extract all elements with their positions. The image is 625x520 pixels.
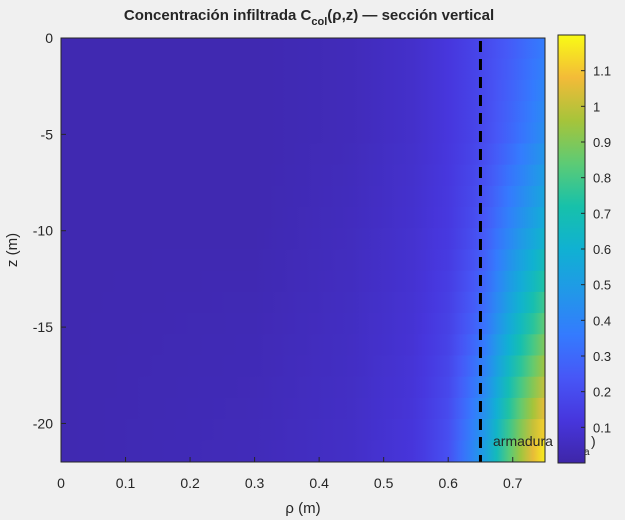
heatmap-band [61,334,545,357]
x-tick-label: 0.2 [180,475,200,491]
plot-frame [60,37,546,463]
colorbar-tick-label: 0.3 [593,349,611,364]
y-axis: 0 -5 -10 -15 -20 [33,30,66,431]
heatmap-band [61,79,545,103]
heatmap-band [61,122,545,145]
colorbar [558,35,585,463]
colorbar-tick-label: 0.6 [593,242,611,257]
heatmap-band [61,440,545,462]
x-tick-label: 0.3 [245,475,265,491]
heatmap-field [61,38,545,462]
x-tick-label: 0.4 [309,475,329,491]
colorbar-tick-label: 1 [593,99,600,114]
x-tick-label: 0.7 [503,475,523,491]
heatmap-band [61,376,545,399]
colorbar-tick-label: 0.1 [593,420,611,435]
colorbar-tick-label: 0.9 [593,135,611,150]
heatmap-band [61,419,545,442]
heatmap-band [61,228,545,251]
x-axis-label: ρ (m) [285,500,320,517]
colorbar-tick-label: 1.1 [593,64,611,79]
heatmap-band [61,291,545,315]
heatmap-band [61,397,545,421]
y-tick-label: 0 [45,30,53,46]
x-axis: 0 0.1 0.2 0.3 0.4 0.5 0.6 0.7 [57,457,523,491]
colorbar-tick-label: 0.4 [593,313,611,328]
heatmap-band [61,58,545,81]
x-tick-label: 0.1 [116,475,136,491]
y-tick-label: -20 [33,415,53,431]
heatmap-band [61,270,545,293]
heatmap-band [61,164,545,187]
heatmap-band [61,249,545,272]
colorbar-tick-label: 0.2 [593,385,611,400]
colorbar-tick-label: 0.8 [593,171,611,186]
y-tick-label: -10 [33,223,53,239]
chart-title: Concentración infiltrada Ccol(ρ,z) — sec… [124,7,494,28]
heatmap-band [61,355,545,378]
x-tick-label: 0.6 [438,475,458,491]
heatmap-band [61,38,545,60]
heatmap-band [61,101,545,124]
x-tick-label: 0.5 [374,475,394,491]
heatmap-band [61,313,545,336]
y-tick-label: -5 [41,126,54,142]
colorbar-tick-label: 0.5 [593,278,611,293]
reference-line-label: armaduraa) [493,433,596,458]
heatmap-band [61,185,545,209]
heatmap-band [61,143,545,166]
x-tick-label: 0 [57,475,65,491]
y-tick-label: -15 [33,319,53,335]
colorbar-tick-label: 0.7 [593,206,611,221]
colorbar-ticks: 0.1 0.2 0.3 0.4 0.5 0.6 0.7 0.8 0.9 1 1.1 [581,64,611,435]
heatmap-band [61,207,545,230]
y-axis-label: z (m) [4,233,21,267]
